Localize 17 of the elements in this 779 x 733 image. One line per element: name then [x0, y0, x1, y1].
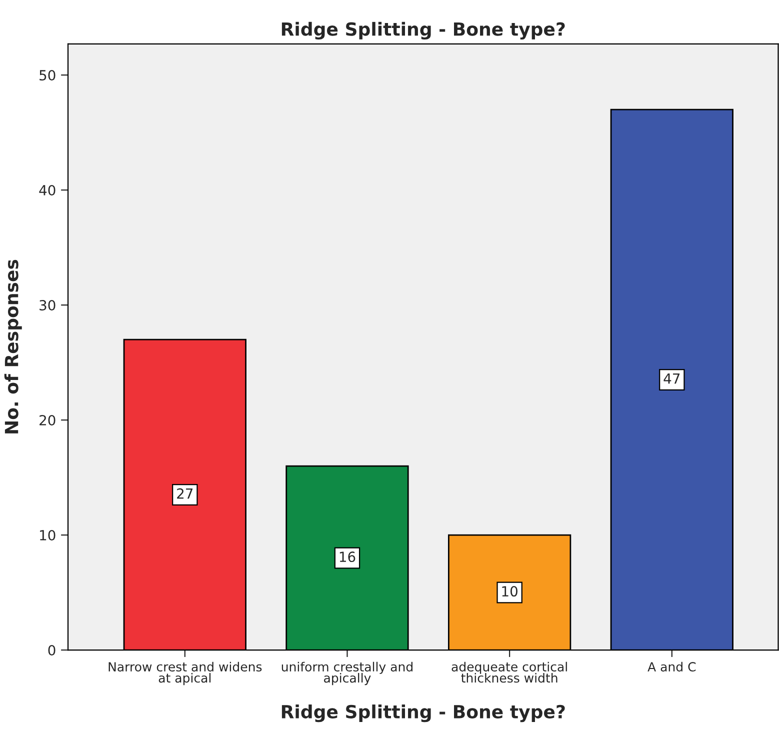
chart-title: Ridge Splitting - Bone type? — [282, 22, 565, 40]
y-tick-label: 0 — [48, 644, 56, 656]
y-axis-title: No. of Responses — [4, 260, 22, 434]
x-tick-label: A and C — [648, 662, 696, 672]
x-tick-label: uniform crestally and apically — [282, 662, 412, 686]
x-axis-title: Ridge Splitting - Bone type? — [282, 704, 565, 722]
y-tick-label: 50 — [40, 70, 56, 81]
y-tick-label: 10 — [40, 530, 56, 540]
x-tick-label: adequeate cortical thickness width — [452, 662, 567, 683]
data-label: 16 — [340, 552, 356, 562]
data-label: 47 — [664, 373, 680, 384]
data-label: 27 — [177, 488, 193, 499]
x-tick-label: Narrow crest and widens at apical — [108, 662, 262, 686]
data-label: 10 — [502, 586, 518, 597]
y-tick-label: 20 — [40, 414, 56, 426]
y-tick-label: 40 — [39, 184, 56, 196]
y-tick-label: 30 — [40, 300, 56, 310]
